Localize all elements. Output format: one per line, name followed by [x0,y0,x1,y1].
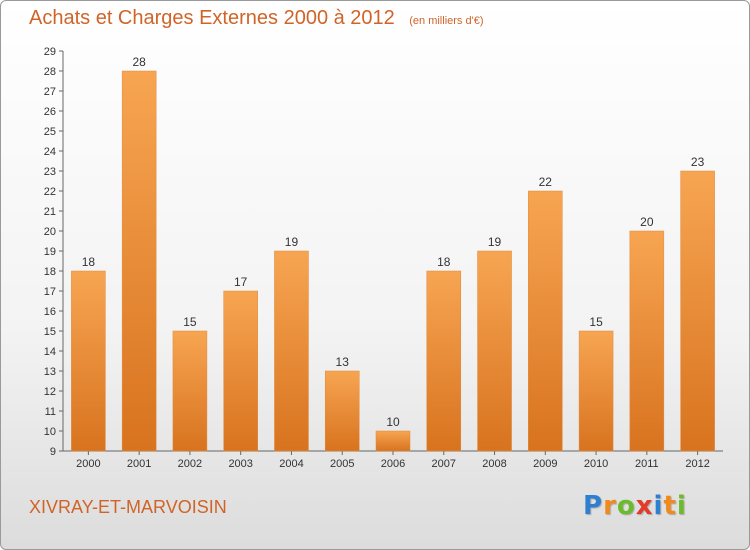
y-tick-label: 21 [44,206,56,218]
y-tick-label: 27 [44,86,56,98]
x-tick-label: 2008 [482,458,506,470]
bar-2005 [324,370,360,452]
logo-letter: i [653,491,664,521]
data-label: 10 [386,415,400,429]
y-tick-label: 25 [44,126,56,138]
x-tick-label: 2001 [127,458,151,470]
y-tick-label: 28 [44,66,56,78]
bar-2002 [172,330,208,452]
y-tick-label: 12 [44,386,56,398]
data-label: 15 [183,315,197,329]
logo-letter: t [663,491,677,521]
data-label: 17 [234,275,248,289]
data-label: 18 [437,255,451,269]
bar-2003 [223,290,258,452]
y-tick-label: 18 [44,266,56,278]
bar-2007 [426,270,462,452]
y-tick-label: 24 [44,146,56,158]
bar-2001 [121,70,157,452]
bar-2004 [274,250,309,452]
y-tick-label: 22 [44,186,56,198]
x-tick-label: 2003 [228,458,252,470]
data-label: 19 [285,235,299,249]
data-label: 18 [82,255,96,269]
y-tick-label: 29 [44,46,56,58]
city-name: XIVRAY-ET-MARVOISIN [29,497,227,517]
x-tick-label: 2002 [178,458,202,470]
y-tick-label: 11 [45,406,56,418]
y-tick-label: 15 [44,326,56,338]
data-label: 15 [589,315,603,329]
x-tick-label: 2005 [330,458,354,470]
logo-letter: o [616,491,636,521]
y-tick-label: 10 [44,426,56,438]
data-label: 20 [640,215,654,229]
chart-unit: (en milliers d'€) [409,15,484,27]
y-tick-label: 26 [44,106,56,118]
x-tick-label: 2009 [533,458,557,470]
proxiti-logo: Proxiti [583,491,687,521]
x-tick-label: 2012 [685,458,709,470]
data-label: 28 [132,55,146,69]
logo-letter: r [603,491,617,521]
bar-2006 [375,430,411,452]
data-label: 19 [488,235,502,249]
logo-letter: P [583,491,604,521]
data-label: 13 [336,355,350,369]
chart-title-block: Achats et Charges Externes 2000 à 2012 (… [29,7,483,30]
x-tick-label: 2010 [584,458,608,470]
y-tick-label: 13 [44,366,56,378]
y-tick-label: 17 [44,286,56,298]
y-tick-label: 23 [44,166,56,178]
y-tick-label: 9 [50,446,56,458]
logo-letter: i [676,491,687,521]
x-tick-label: 2000 [76,458,100,470]
x-tick-label: 2007 [432,458,456,470]
data-label: 22 [539,175,553,189]
x-tick-label: 2004 [279,458,303,470]
bar-2012 [680,170,715,452]
x-tick-label: 2011 [635,458,659,470]
bar-2009 [528,190,563,452]
y-tick-label: 20 [44,226,56,238]
data-label: 23 [691,155,705,169]
bar-2011 [629,230,665,452]
chart-title: Achats et Charges Externes 2000 à 2012 [29,7,395,29]
x-tick-label: 2006 [381,458,405,470]
y-tick-label: 14 [44,346,56,358]
bar-2010 [578,330,614,452]
y-tick-label: 16 [44,306,56,318]
y-tick-label: 19 [44,246,56,258]
logo-letter: x [635,491,654,521]
bar-2000 [71,270,106,452]
bar-2008 [477,250,512,452]
